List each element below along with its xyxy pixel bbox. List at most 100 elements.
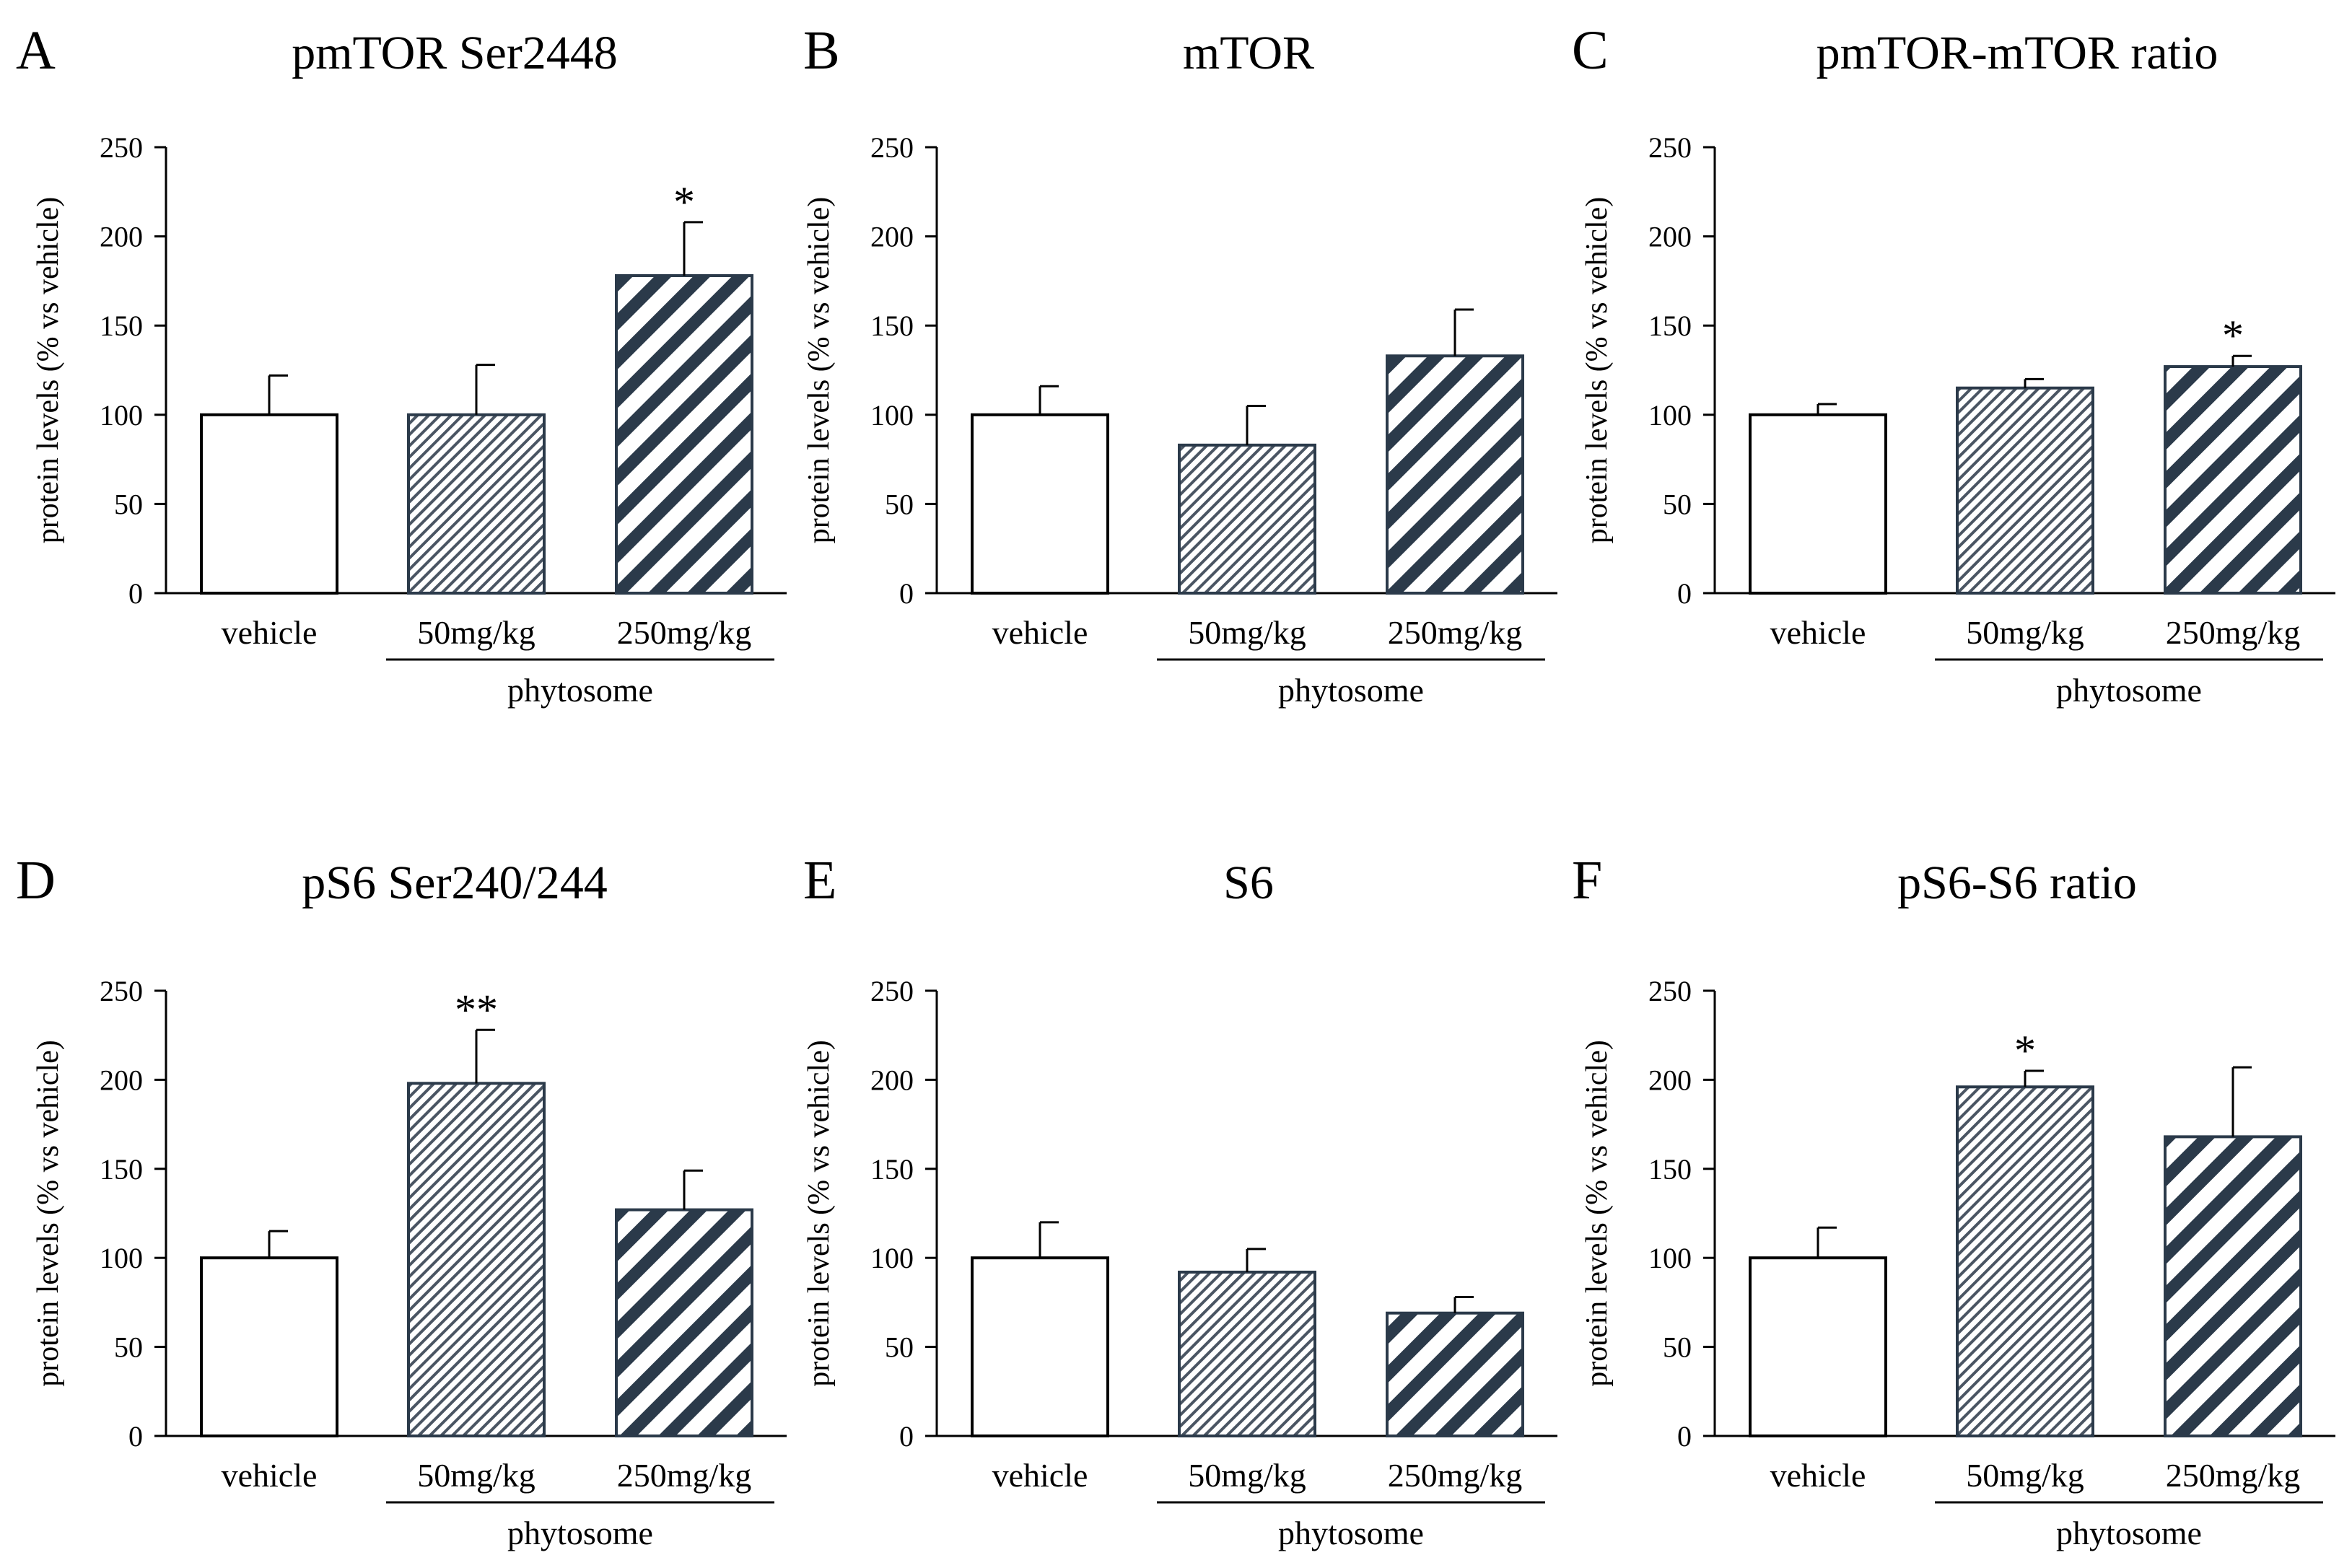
y-tick-label: 150: [870, 310, 914, 342]
chart-title: mTOR: [1183, 27, 1314, 79]
y-tick-label: 0: [899, 1420, 914, 1453]
x-tick-label: 250mg/kg: [617, 1457, 752, 1494]
x-tick-label: vehicle: [1770, 1457, 1866, 1494]
group-label: phytosome: [2056, 672, 2202, 709]
x-tick-label: 250mg/kg: [2166, 1457, 2301, 1494]
x-tick-label: vehicle: [222, 614, 318, 651]
y-tick-label: 50: [1663, 1331, 1692, 1364]
group-label: phytosome: [2056, 1515, 2202, 1551]
bar-50mg-kg: [407, 413, 546, 595]
y-tick-label: 50: [114, 488, 143, 520]
y-tick-label: 200: [870, 221, 914, 253]
bar-250mg-kg: [615, 1208, 753, 1437]
bar-250mg-kg: [615, 273, 753, 595]
y-tick-label: 50: [885, 488, 914, 520]
y-tick-label: 250: [870, 975, 914, 1007]
significance-marker: *: [2222, 312, 2244, 359]
y-tick-label: 100: [870, 1242, 914, 1274]
x-tick-label: 50mg/kg: [417, 614, 535, 651]
x-tick-label: 250mg/kg: [1388, 1457, 1523, 1494]
y-axis-label: protein levels (% vs vehicle): [1581, 1040, 1614, 1387]
panel-letter: B: [803, 20, 840, 81]
bar-50mg-kg: [407, 1082, 546, 1438]
bar-50mg-kg: [1956, 386, 2094, 595]
y-tick-label: 150: [100, 1153, 143, 1186]
y-tick-label: 150: [100, 310, 143, 342]
panel-letter: E: [803, 850, 836, 911]
x-tick-label: 250mg/kg: [617, 614, 752, 651]
y-tick-label: 50: [1663, 488, 1692, 520]
x-tick-label: 50mg/kg: [1188, 1457, 1306, 1494]
y-tick-label: 100: [1648, 1242, 1692, 1274]
y-tick-label: 0: [128, 1420, 143, 1453]
group-label: phytosome: [507, 672, 653, 709]
x-tick-label: 50mg/kg: [1966, 1457, 2084, 1494]
chart-title: S6: [1223, 857, 1274, 909]
y-tick-label: 0: [128, 577, 143, 610]
panel-e: E S6 protein levels (% vs vehicle) 0 50 100 15…: [803, 850, 1557, 1551]
bar-50mg-kg: [1956, 1085, 2094, 1437]
group-label: phytosome: [507, 1515, 653, 1551]
chart-title: pS6 Ser240/244: [302, 857, 608, 909]
y-tick-label: 250: [1648, 975, 1692, 1007]
group-label: phytosome: [1278, 672, 1424, 709]
y-tick-label: 250: [100, 975, 143, 1007]
y-tick-label: 150: [1648, 1153, 1692, 1186]
bar-vehicle: [200, 1256, 338, 1437]
x-tick-label: 50mg/kg: [1188, 614, 1306, 651]
group-label: phytosome: [1278, 1515, 1424, 1551]
y-axis-label: protein levels (% vs vehicle): [803, 1040, 836, 1387]
x-tick-label: 250mg/kg: [2166, 614, 2301, 651]
y-tick-label: 100: [870, 399, 914, 432]
chart-title: pmTOR Ser2448: [292, 27, 618, 79]
bar-vehicle: [1749, 1256, 1887, 1437]
bar-50mg-kg: [1178, 1270, 1316, 1437]
y-axis-label: protein levels (% vs vehicle): [803, 197, 836, 544]
bar-vehicle: [1749, 413, 1887, 595]
x-tick-label: vehicle: [222, 1457, 318, 1494]
y-tick-label: 0: [1677, 577, 1692, 610]
y-tick-label: 200: [1648, 221, 1692, 253]
bar-50mg-kg: [1178, 443, 1316, 595]
y-tick-label: 100: [1648, 399, 1692, 432]
panel-letter: D: [16, 850, 56, 911]
panel-letter: F: [1572, 850, 1602, 911]
bar-vehicle: [971, 1256, 1109, 1437]
y-tick-label: 100: [100, 399, 143, 432]
x-tick-label: vehicle: [992, 614, 1088, 651]
x-tick-label: 50mg/kg: [1966, 614, 2084, 651]
bar-vehicle: [200, 413, 338, 595]
significance-marker: *: [673, 178, 695, 226]
y-tick-label: 200: [1648, 1064, 1692, 1096]
panel-letter: C: [1572, 20, 1609, 81]
panel-letter: A: [16, 20, 56, 81]
y-tick-label: 100: [100, 1242, 143, 1274]
y-axis-label: protein levels (% vs vehicle): [1581, 197, 1614, 544]
bar-250mg-kg: [2164, 365, 2302, 595]
y-tick-label: 150: [870, 1153, 914, 1186]
y-axis-label: protein levels (% vs vehicle): [32, 1040, 65, 1387]
x-tick-label: vehicle: [992, 1457, 1088, 1494]
y-tick-label: 50: [885, 1331, 914, 1364]
y-tick-label: 200: [870, 1064, 914, 1096]
x-tick-label: vehicle: [1770, 614, 1866, 651]
y-tick-label: 0: [899, 577, 914, 610]
y-tick-label: 200: [100, 221, 143, 253]
x-tick-label: 50mg/kg: [417, 1457, 535, 1494]
y-tick-label: 250: [1648, 131, 1692, 164]
bar-vehicle: [971, 413, 1109, 595]
y-axis-label: protein levels (% vs vehicle): [32, 197, 65, 544]
bar-250mg-kg: [1386, 354, 1524, 595]
y-tick-label: 250: [870, 131, 914, 164]
significance-marker: **: [455, 986, 498, 1033]
y-tick-label: 250: [100, 131, 143, 164]
y-tick-label: 50: [114, 1331, 143, 1364]
x-tick-label: 250mg/kg: [1388, 614, 1523, 651]
y-tick-label: 200: [100, 1064, 143, 1096]
bar-250mg-kg: [1386, 1311, 1524, 1438]
